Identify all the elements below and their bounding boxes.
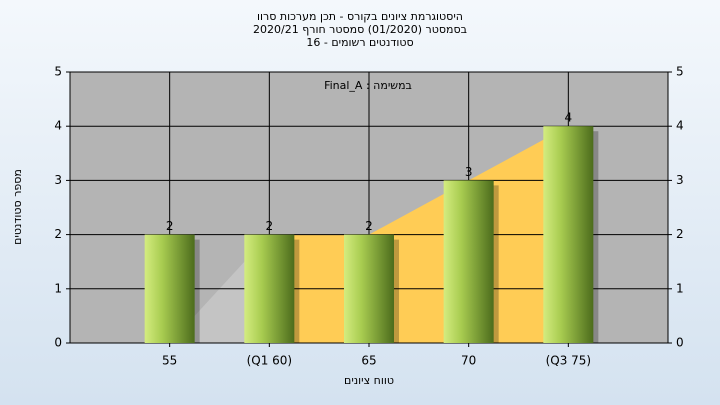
chart-title: היסטוגרמת ציונים בקורס - תכן מערכות סרוו [257, 10, 463, 23]
y-axis-label: מספר סטודנטים [11, 169, 24, 245]
bar [443, 180, 494, 343]
y2-tick-label: 4 [676, 119, 684, 133]
bar [543, 126, 594, 343]
y2-tick-label: 3 [676, 173, 684, 187]
y-tick-label: 0 [54, 336, 62, 350]
y2-tick-label: 0 [676, 336, 684, 350]
x-tick-label: (Q3 75) [546, 354, 592, 368]
y2-tick-label: 2 [676, 227, 684, 241]
x-tick-label: 70 [461, 354, 476, 368]
data-label: 2 [266, 219, 274, 233]
y2-tick-label: 1 [676, 281, 684, 295]
x-axis-label: טווח ציונים [344, 374, 394, 387]
bar [344, 234, 394, 343]
y-tick-label: 5 [54, 65, 62, 79]
data-label: 2 [166, 219, 174, 233]
data-label: 4 [565, 111, 573, 125]
chart-subtitle: סטודנטים רשומים - 16 [306, 36, 413, 49]
chart-subtitle: בסמסטר (01/2020) סמסטר חורף 2020/21 [253, 23, 467, 36]
bar [144, 234, 195, 343]
x-tick-label: (Q1 60) [247, 354, 293, 368]
annotation: במשימה : Final_A [324, 79, 412, 92]
y-tick-label: 2 [54, 227, 62, 241]
bar [244, 234, 295, 343]
x-tick-label: 55 [162, 354, 177, 368]
y-tick-label: 1 [54, 281, 62, 295]
x-tick-label: 65 [361, 354, 376, 368]
data-label: 2 [365, 219, 373, 233]
y-tick-label: 3 [54, 173, 62, 187]
data-label: 3 [465, 165, 473, 179]
y-tick-label: 4 [54, 119, 62, 133]
y2-tick-label: 5 [676, 65, 684, 79]
